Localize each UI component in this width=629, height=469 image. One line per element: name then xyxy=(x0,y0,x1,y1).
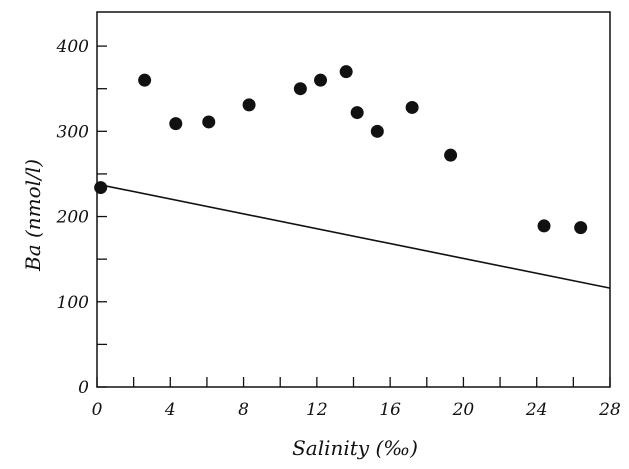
y-tick-label: 400 xyxy=(56,37,90,57)
x-tick-label: 4 xyxy=(164,400,176,420)
y-tick-label: 200 xyxy=(56,208,90,228)
axes-layer: 0 100 200 300 400 0 4 8 12 16 20 24 28 xyxy=(56,11,621,420)
points-layer xyxy=(94,65,588,235)
x-tick-label: 0 xyxy=(92,400,103,420)
data-point xyxy=(339,65,353,79)
x-tick-label: 28 xyxy=(598,400,621,420)
data-point xyxy=(444,148,458,162)
data-point xyxy=(242,98,256,112)
data-point xyxy=(169,117,183,131)
line-layer xyxy=(96,183,611,289)
mixing-line xyxy=(96,183,611,289)
y-tick-label: 0 xyxy=(78,378,89,398)
data-point xyxy=(202,115,216,129)
x-tick-label: 20 xyxy=(452,400,475,420)
x-tick-label: 12 xyxy=(306,400,328,420)
data-point xyxy=(138,73,152,87)
x-tick-label: 8 xyxy=(238,400,249,420)
y-axis-title: Ba (nmol/l) xyxy=(21,159,45,272)
data-point xyxy=(314,73,328,87)
data-point xyxy=(293,82,307,96)
data-point xyxy=(537,219,551,233)
data-point xyxy=(350,106,364,120)
data-point xyxy=(94,181,108,195)
data-point xyxy=(370,124,384,138)
x-axis-title: Salinity (‰) xyxy=(292,436,418,460)
y-tick-label: 300 xyxy=(57,122,90,142)
x-tick-label: 24 xyxy=(525,400,548,420)
data-point xyxy=(405,100,419,114)
x-tick-label: 16 xyxy=(379,400,401,420)
data-point xyxy=(574,221,588,235)
y-tick-label: 100 xyxy=(57,293,90,313)
